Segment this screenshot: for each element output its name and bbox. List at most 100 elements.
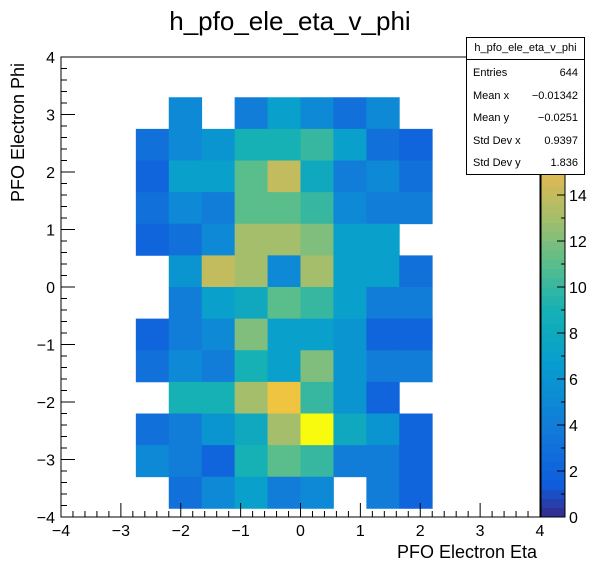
palette-swatch [541,388,565,398]
heatmap-bin [234,160,268,193]
heatmap-bin [135,318,170,351]
heatmap-bin [300,318,334,351]
heatmap-bin [201,381,236,414]
stats-label: Entries [473,67,508,79]
heatmap-bin [267,476,301,509]
stats-value: −0.01342 [531,90,578,102]
heatmap-bin [300,381,334,414]
heatmap-bin [366,476,400,509]
palette-swatch [541,268,565,279]
heatmap-bin [366,350,400,383]
heatmap-bin [234,318,268,351]
palette-swatch [541,351,565,361]
heatmap-bin [234,287,268,320]
palette-swatch [541,195,565,205]
palette-tick-label: 4 [569,418,578,435]
heatmap-bin [234,192,268,225]
palette-swatch [541,231,565,242]
y-tick-label: 0 [46,280,55,297]
heatmap-bin [267,160,301,193]
palette-swatch [541,434,565,444]
heatmap-bin [399,476,433,509]
palette-swatch [541,314,565,325]
heatmap-bin [201,192,236,225]
heatmap-bin [267,381,301,414]
heatmap-bin [201,476,236,509]
heatmap-bin [135,223,170,256]
heatmap-bin [168,287,203,320]
heatmap-bin [399,287,433,320]
y-tick-label: −4 [37,510,55,527]
heatmap-bin [201,413,236,446]
heatmap-bin [300,128,334,161]
heatmap-bin [168,192,203,225]
palette-swatch [541,296,565,306]
heatmap-bin [168,97,203,130]
heatmap-bin [234,445,268,478]
heatmap-bin [300,350,334,383]
heatmap-bin [399,128,433,161]
heatmap-bin [168,318,203,351]
palette-swatch [541,461,565,472]
stats-row-entries: Entries 644 [473,65,578,81]
heatmap-bin [333,350,367,383]
stats-row-std-dev-y: Std Dev y 1.836 [473,155,578,171]
heatmap-bin [135,160,170,193]
heatmap-bin [333,223,367,256]
stats-label: Mean x [473,90,510,102]
stats-value: 0.9397 [544,135,578,147]
palette-swatch [541,498,565,509]
heatmap-bin [399,255,433,288]
palette-swatch [541,333,565,343]
stats-value: 1.836 [550,157,578,169]
x-tick-label: −3 [112,523,130,540]
heatmap-bin [333,192,367,225]
heatmap-bin [366,255,400,288]
palette-swatch [541,507,565,518]
palette-tick-label: 2 [569,464,578,481]
heatmap-bin [135,413,170,446]
heatmap-bin [300,413,334,446]
heatmap-bin [168,445,203,478]
heatmap-bin [267,192,301,225]
heatmap-bin [168,413,203,446]
heatmap-bin [300,255,334,288]
heatmap-bin [234,223,268,256]
heatmap-bin [333,413,367,446]
heatmap-bin [201,318,236,351]
y-tick-label: −3 [37,453,55,470]
heatmap-bin [366,318,400,351]
heatmap-bin [234,381,268,414]
heatmap-bin [366,160,400,193]
palette-swatch [541,415,565,426]
palette-swatch [541,250,565,260]
heatmap-bin [366,192,400,225]
x-axis: −4 −3 −2 −1 0 1 2 3 4 [52,503,545,540]
heatmap-bin [201,287,236,320]
heatmap-bin [201,223,236,256]
x-tick-label: 3 [476,523,485,540]
heatmap-bin [267,350,301,383]
heatmap-bin [267,445,301,478]
y-tick-label: 1 [46,223,55,240]
heatmap-bin [366,128,400,161]
palette-swatch [541,185,565,196]
palette-swatch [541,379,565,389]
palette-swatch [541,213,565,223]
palette-swatch [541,277,565,288]
stats-title: h_pfo_ele_eta_v_phi [467,38,584,60]
heatmap-bin [399,318,433,351]
heatmap-bin [168,255,203,288]
heatmap-bin [267,413,301,446]
heatmap-bin [168,223,203,256]
heatmap-bin [201,128,236,161]
y-axis: −4 −3 −2 −1 0 1 2 3 4 [37,50,75,527]
stats-value: −0.0251 [537,112,578,124]
heatmap-bin [234,255,268,288]
palette-swatch [541,452,565,463]
stats-label: Mean y [473,112,510,124]
heatmap-bin [366,97,400,130]
heatmap-bin [234,350,268,383]
heatmap-bin [267,318,301,351]
y-axis-label: PFO Electron Phi [8,63,28,202]
